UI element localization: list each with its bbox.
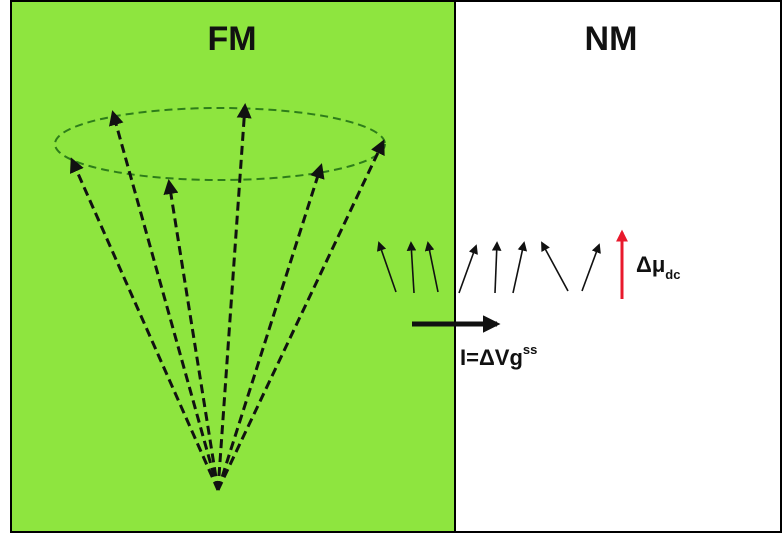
mu-label: Δμdc: [636, 252, 680, 282]
spin-arrow: [406, 241, 417, 294]
current-label-main: I=ΔVg: [460, 345, 523, 370]
spin-arrow: [512, 241, 528, 294]
spin-arrow: [541, 241, 569, 292]
spin-arrow: [491, 241, 502, 294]
cone-arrow: [163, 179, 220, 491]
precession-ellipse: [54, 107, 386, 181]
nm-label: NM: [585, 20, 638, 58]
cone-arrow: [108, 110, 220, 491]
spin-arrows: [376, 241, 601, 294]
cone-arrow: [216, 139, 385, 491]
cone-arrow: [69, 157, 220, 491]
mu-label-main: Δμ: [636, 252, 665, 277]
spin-arrow: [424, 241, 439, 293]
spin-arrow: [458, 244, 478, 294]
mu-label-sub: dc: [665, 267, 680, 282]
outer-border: [10, 0, 782, 533]
fm-label: FM: [207, 20, 256, 58]
current-label-sup: ss: [523, 342, 537, 357]
cone-arrow: [216, 163, 325, 491]
current-label: I=ΔVgss: [460, 342, 537, 370]
cone-arrow: [216, 103, 252, 491]
nm-region: [455, 1, 781, 532]
spin-arrow: [376, 241, 397, 293]
magnetization-cone: [69, 103, 385, 491]
spin-arrow: [581, 243, 601, 292]
